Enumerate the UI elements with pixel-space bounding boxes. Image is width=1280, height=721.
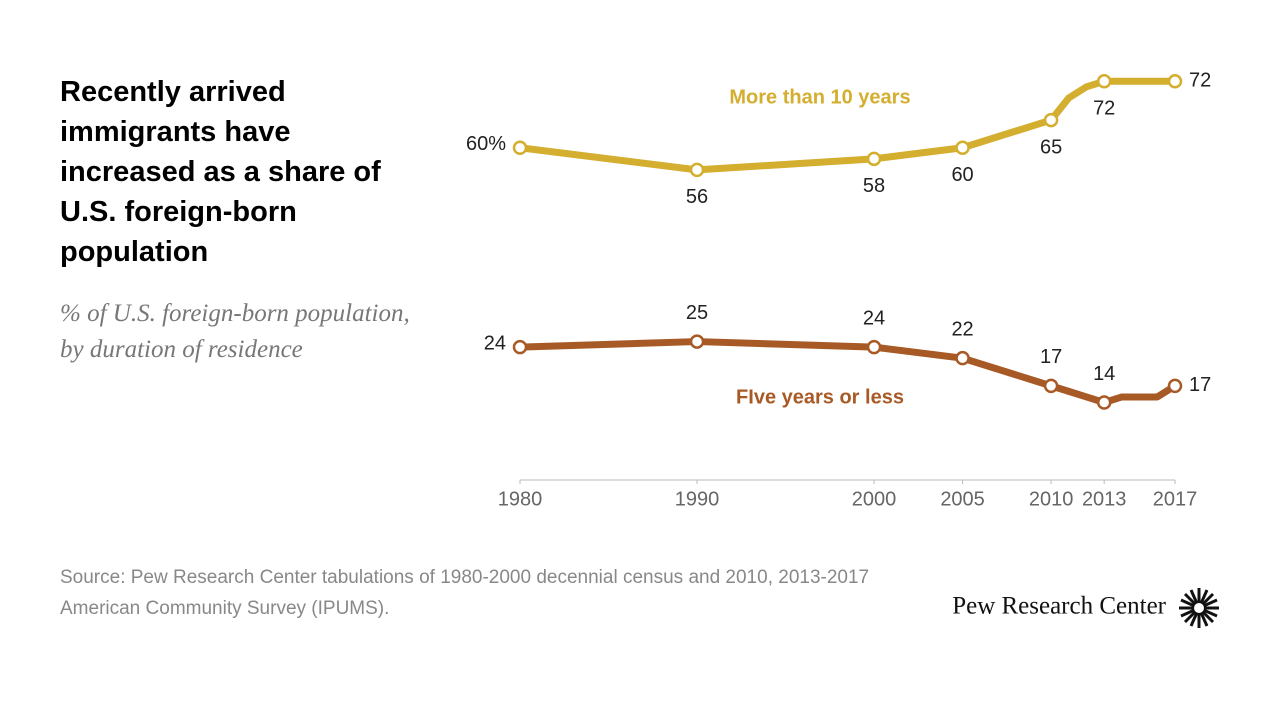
point-marker xyxy=(512,339,528,355)
title-box: Recently arrived immigrants have increas… xyxy=(60,76,381,268)
value-label: 14 xyxy=(1093,363,1115,385)
value-label: 17 xyxy=(1040,346,1062,368)
value-label: 17 xyxy=(1189,374,1211,396)
point-marker xyxy=(512,140,528,155)
point-marker xyxy=(1167,378,1183,394)
chart-title: Recently arrived immigrants have increas… xyxy=(60,76,381,268)
point-marker xyxy=(955,140,970,155)
point-marker xyxy=(866,151,882,167)
point-marker xyxy=(1167,74,1183,89)
value-label: 56 xyxy=(686,186,708,208)
value-label: 22 xyxy=(951,318,973,340)
value-label: 72 xyxy=(1093,98,1115,120)
source-note: Source: Pew Research Center tabulations … xyxy=(60,567,870,619)
point-marker xyxy=(689,162,705,178)
series-line xyxy=(516,338,1179,406)
point-marker xyxy=(1096,395,1112,410)
subtitle-box: % of U.S. foreign-born population, by du… xyxy=(60,300,410,363)
x-tick-label: 2005 xyxy=(940,488,985,510)
chart-subtitle: % of U.S. foreign-born population, by du… xyxy=(60,300,410,363)
value-label: 60 xyxy=(951,164,973,186)
x-tick-label: 2013 xyxy=(1082,488,1127,510)
value-label: 25 xyxy=(686,302,708,324)
brand-logo xyxy=(1179,588,1219,628)
series-label: More than 10 years xyxy=(729,86,910,108)
series-label: FIve years or less xyxy=(736,386,904,408)
point-marker xyxy=(689,334,705,349)
x-tick-label: 1980 xyxy=(498,488,543,510)
point-marker xyxy=(1043,112,1059,128)
value-label: 58 xyxy=(863,175,885,197)
series-line xyxy=(516,77,1179,174)
x-tick-label: 2017 xyxy=(1153,488,1198,510)
point-marker xyxy=(1096,74,1112,89)
x-tick-label: 1990 xyxy=(675,488,720,510)
value-label: 24 xyxy=(484,332,506,354)
x-tick-label: 2000 xyxy=(852,488,897,510)
source-box: Source: Pew Research Center tabulations … xyxy=(60,567,870,619)
point-marker xyxy=(866,339,882,355)
value-label: 65 xyxy=(1040,136,1062,158)
x-tick-label: 2010 xyxy=(1029,488,1074,510)
value-label: 72 xyxy=(1189,70,1211,92)
value-label: 60% xyxy=(466,133,506,155)
brand: Pew Research Center xyxy=(952,593,1166,620)
point-marker xyxy=(955,350,970,366)
point-marker xyxy=(1043,378,1059,394)
value-label: 24 xyxy=(863,307,885,329)
